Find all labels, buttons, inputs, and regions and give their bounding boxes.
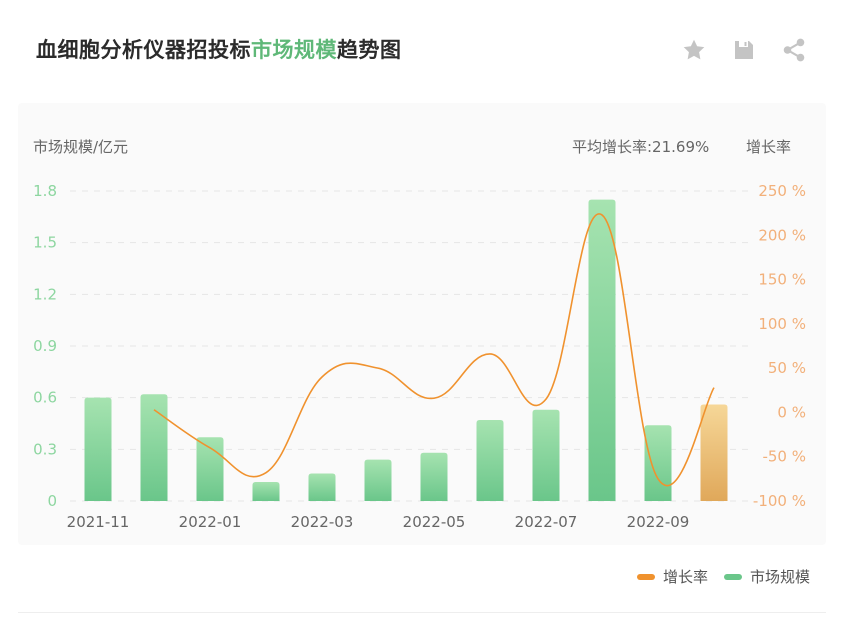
right-tick-label: 0 % [777, 403, 806, 421]
x-tick-label: 2022-05 [403, 513, 466, 531]
title-prefix: 血细胞分析仪器招投标 [36, 38, 251, 62]
bar-market-size[interactable] [308, 473, 336, 501]
growth-rate-line[interactable] [153, 213, 715, 487]
chart-title: 血细胞分析仪器招投标市场规模趋势图 [36, 34, 402, 64]
average-growth-label: 平均增长率:21.69% [572, 138, 710, 156]
x-tick-label: 2022-09 [627, 513, 690, 531]
x-tick-label: 2022-03 [291, 513, 354, 531]
x-tick-label: 2022-01 [179, 513, 242, 531]
divider [18, 612, 826, 613]
bar-market-size[interactable] [420, 452, 448, 501]
toolbar [680, 36, 808, 64]
bar-market-size[interactable] [532, 409, 560, 501]
left-tick-label: 1.8 [33, 182, 57, 200]
right-axis-title: 增长率 [746, 138, 792, 156]
x-tick-label: 2022-07 [515, 513, 578, 531]
legend-item-growth[interactable]: 增长率 [636, 566, 708, 587]
right-tick-label: -50 % [762, 448, 806, 466]
right-tick-label: -100 % [753, 492, 806, 510]
share-icon[interactable] [780, 36, 808, 64]
left-tick-label: 0 [47, 492, 57, 510]
right-tick-label: 250 % [758, 182, 806, 200]
save-icon[interactable] [730, 36, 758, 64]
bar-market-size[interactable] [140, 394, 168, 501]
left-tick-label: 1.2 [33, 285, 57, 303]
left-tick-label: 0.3 [33, 440, 57, 458]
left-tick-label: 1.5 [33, 234, 57, 252]
left-axis-title: 市场规模/亿元 [33, 138, 129, 156]
title-highlight: 市场规模 [251, 38, 337, 62]
combo-chart: 0 0.3 0.6 0.9 1.2 1.5 1.8 -100 % -50 % 0 % 50 % 100… [33, 182, 806, 531]
right-tick-label: 100 % [758, 315, 806, 333]
right-tick-label: 200 % [758, 226, 806, 244]
bar-market-size[interactable] [644, 425, 672, 501]
legend-label-market: 市场规模 [749, 568, 810, 586]
legend-label-growth: 增长率 [662, 568, 708, 586]
legend: 增长率 市场规模 [636, 566, 810, 587]
x-tick-label: 2021-11 [67, 513, 130, 531]
bar-market-size[interactable] [588, 199, 616, 501]
bar-market-size[interactable] [252, 482, 280, 501]
legend-swatch-growth [636, 573, 655, 580]
bar-market-size[interactable] [364, 459, 392, 501]
title-suffix: 趋势图 [337, 38, 402, 62]
bar-market-size[interactable] [84, 397, 112, 501]
bar-market-size[interactable] [196, 437, 224, 501]
bar-market-size[interactable] [700, 404, 728, 501]
left-tick-label: 0.6 [33, 389, 57, 407]
right-tick-label: 150 % [758, 271, 806, 289]
legend-swatch-market [723, 573, 742, 580]
star-icon[interactable] [680, 36, 708, 64]
legend-item-market[interactable]: 市场规模 [723, 566, 810, 587]
right-tick-label: 50 % [768, 359, 806, 377]
bar-market-size[interactable] [476, 420, 504, 501]
left-tick-label: 0.9 [33, 337, 57, 355]
